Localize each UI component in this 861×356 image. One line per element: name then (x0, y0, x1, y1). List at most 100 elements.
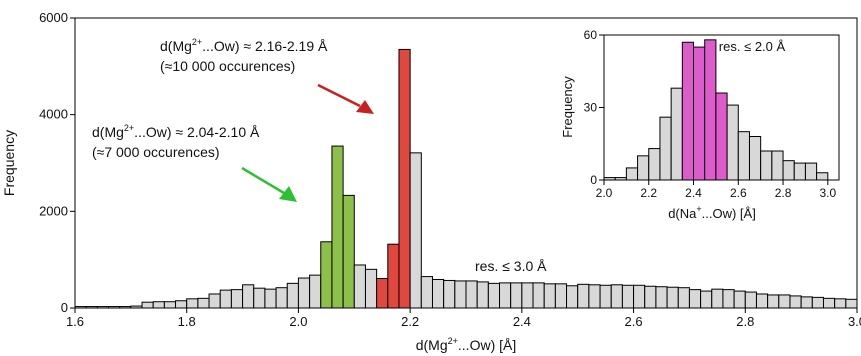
histogram-bar (242, 284, 255, 309)
histogram-bar (659, 116, 672, 181)
histogram-bar (409, 152, 422, 309)
y-tick-label: 2000 (39, 203, 68, 218)
histogram-bar (804, 162, 818, 181)
histogram-bar (726, 104, 739, 181)
annotation-mg-216-line2: (≈10 000 occurences) (160, 58, 295, 74)
histogram-bar (431, 278, 445, 309)
histogram-bar (599, 284, 612, 309)
histogram-bar (487, 282, 501, 309)
main-bars (74, 48, 858, 309)
histogram-bar (711, 288, 724, 309)
histogram-bar (637, 155, 650, 181)
histogram-bar (521, 282, 534, 309)
histogram-bar (693, 46, 706, 181)
inset-y-ticks: 0 30 60 (584, 28, 604, 187)
histogram-bar (822, 297, 836, 309)
main-plot-frame (74, 17, 858, 309)
histogram-bar (353, 264, 366, 309)
x-tick-label: 2.0 (289, 314, 307, 329)
histogram-bar (625, 167, 639, 181)
histogram-bar (398, 48, 411, 309)
histogram-bar (700, 290, 713, 309)
main-y-axis-label: Frequency (1, 130, 17, 196)
histogram-bar (704, 39, 717, 181)
histogram-bar (208, 293, 221, 309)
x-tick-label: 2.2 (401, 314, 419, 329)
histogram-bar (760, 150, 773, 181)
histogram-bar (264, 288, 277, 309)
histogram-bar (197, 297, 210, 309)
main-resolution-label: res. ≤ 3.0 Å (475, 258, 547, 274)
histogram-bar (175, 300, 188, 309)
histogram-bar (722, 289, 735, 309)
histogram-bar (141, 301, 154, 309)
histogram-bar (420, 276, 433, 309)
histogram-bar (186, 298, 199, 309)
histogram-bar (476, 281, 489, 309)
histogram-bar (275, 287, 288, 309)
histogram-bar (782, 160, 795, 181)
histogram-bar (655, 286, 668, 309)
x-tick-label: 1.8 (178, 314, 196, 329)
histogram-bar (845, 298, 858, 309)
histogram-bar (681, 41, 695, 181)
inset-resolution-label: res. ≤ 2.0 Å (719, 39, 786, 54)
x-tick-label: 2.4 (513, 314, 531, 329)
histogram-bar (219, 289, 232, 309)
histogram-bar (670, 87, 683, 181)
histogram-bar (633, 284, 646, 309)
histogram-bar (737, 131, 750, 181)
y-tick-label: 4000 (39, 107, 68, 122)
histogram-bar (499, 282, 512, 309)
histogram-bar (778, 294, 791, 309)
x-tick-label: 2.6 (730, 186, 747, 200)
inset-bars (603, 39, 829, 181)
histogram-bar (644, 285, 657, 309)
main-chart: 0 2000 4000 6000 1.6 1.8 2.0 2.2 2.4 2.6 2.8 3.0 F… (1, 10, 861, 353)
annotation-mg-216-line1: d(Mg2+...Ow) ≈ 2.16-2.19 Å (160, 37, 328, 54)
histogram-bar (610, 284, 623, 309)
histogram-bar (465, 280, 478, 309)
histogram-bar (793, 162, 806, 181)
histogram-bar (577, 283, 590, 309)
x-tick-label: 2.0 (596, 186, 613, 200)
histogram-bar (748, 136, 762, 181)
histogram-bar (364, 268, 378, 309)
y-tick-label: 6000 (39, 10, 68, 25)
x-tick-label: 2.8 (775, 186, 792, 200)
histogram-bar (648, 148, 661, 181)
histogram-bar (800, 296, 813, 309)
main-x-axis-label: d(Mg2+...Ow) [Å] (416, 336, 517, 353)
histogram-bar (733, 290, 746, 309)
histogram-bar (532, 282, 545, 309)
histogram-bar (666, 286, 679, 309)
main-y-ticks: 0 2000 4000 6000 (39, 10, 75, 315)
histogram-bar (789, 295, 802, 309)
histogram-bar (811, 296, 824, 309)
x-tick-label: 3.0 (848, 314, 861, 329)
x-tick-label: 3.0 (819, 186, 836, 200)
x-tick-label: 1.6 (66, 314, 84, 329)
histogram-bar (309, 274, 322, 309)
histogram-bar (331, 145, 344, 309)
inset-chart: 0 30 60 2.0 2.2 2.4 2.6 2.8 3.0 Frequency d(Na+… (560, 28, 840, 221)
histogram-bar (510, 282, 523, 309)
histogram-bar (152, 301, 165, 309)
annotation-mg-204-line2: (≈7 000 occurences) (92, 144, 220, 160)
inset-y-axis-label: Frequency (560, 76, 575, 138)
histogram-bar (230, 289, 244, 309)
histogram-bar (376, 278, 389, 309)
histogram-bar (163, 301, 177, 309)
inset-x-ticks: 2.0 2.2 2.4 2.6 2.8 3.0 (596, 180, 836, 200)
y-tick-label: 0 (590, 173, 597, 187)
x-tick-label: 2.8 (736, 314, 754, 329)
red-arrow (317, 83, 374, 114)
histogram-bar (771, 150, 784, 181)
histogram-bar (767, 294, 780, 309)
y-tick-label: 60 (584, 28, 598, 42)
histogram-bar (554, 283, 568, 309)
histogram-bar (744, 291, 757, 309)
y-tick-label: 30 (584, 101, 598, 115)
inset-x-axis-label: d(Na+...Ow) [Å] (668, 204, 756, 221)
